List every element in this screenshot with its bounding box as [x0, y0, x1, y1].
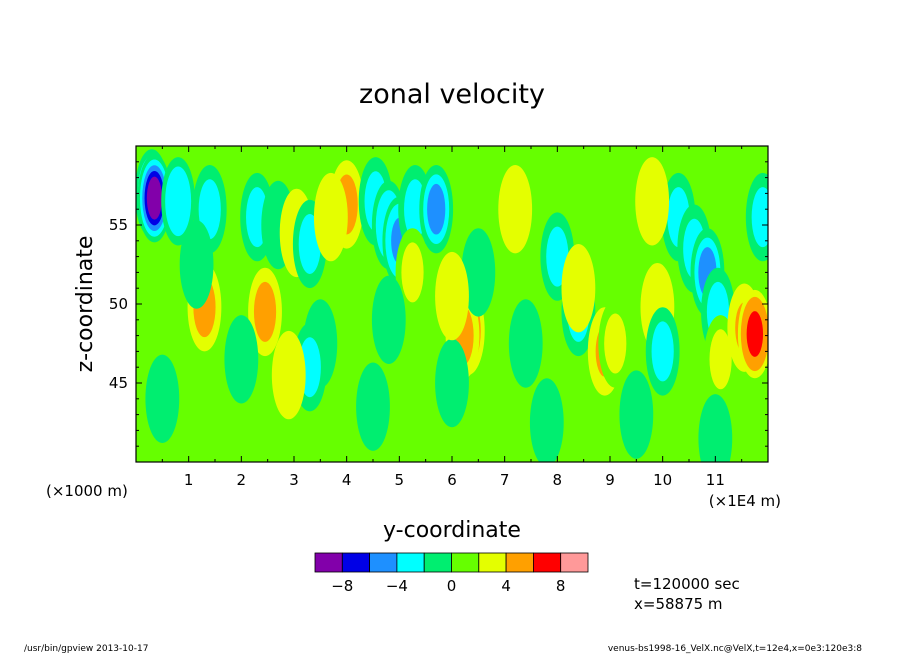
x-tick-label: 11 — [706, 471, 725, 489]
contour-band — [435, 251, 469, 341]
contour-feature — [224, 315, 259, 404]
contour-feature — [461, 228, 496, 317]
x-tick-label: 4 — [342, 471, 352, 489]
contour-feature — [529, 378, 564, 462]
time-annotation: t=120000 sec — [634, 575, 740, 593]
y-axis-label: z-coordinate — [73, 236, 98, 373]
contour-feature — [356, 362, 390, 451]
contour-fields — [136, 149, 768, 462]
contour-feature — [419, 165, 454, 254]
contour-band — [356, 362, 390, 451]
contour-band — [427, 183, 446, 235]
contour-band — [145, 354, 180, 443]
contour-feature — [161, 157, 196, 246]
contour-band — [751, 187, 768, 248]
colorbar-swatch — [314, 552, 343, 573]
contour-feature — [645, 307, 680, 396]
colorbar-labels: −8 −4 0 4 8 — [331, 577, 565, 595]
contour-band — [651, 321, 674, 382]
colorbar-label: −8 — [331, 577, 353, 595]
colorbar-swatch — [423, 552, 452, 573]
y-tick-label: 45 — [109, 374, 128, 392]
x-unit-left: (×1000 m) — [46, 482, 128, 500]
chart-title: zonal velocity — [359, 79, 545, 110]
contour-feature — [371, 275, 406, 364]
contour-band — [498, 165, 533, 254]
y-tick-label: 50 — [109, 295, 128, 313]
x-tick-label: 1 — [184, 471, 194, 489]
contour-band — [435, 338, 469, 428]
contour-band — [377, 289, 400, 350]
contour-band — [746, 311, 764, 357]
contour-feature — [598, 299, 633, 388]
colorbar-swatch — [341, 552, 370, 573]
contour-feature — [395, 228, 430, 317]
colorbar-swatch — [396, 552, 425, 573]
x-tick-label: 7 — [500, 471, 510, 489]
contour-band — [698, 394, 733, 462]
contour-band — [561, 244, 596, 333]
contour-band — [635, 157, 670, 246]
colorbar-label: 4 — [501, 577, 511, 595]
x-tick-label: 5 — [395, 471, 405, 489]
contour-feature — [745, 172, 768, 262]
y-tick-label: 55 — [109, 216, 128, 234]
contour-band — [198, 179, 221, 240]
contour-band — [529, 378, 564, 462]
contour-band — [461, 228, 496, 317]
contour-feature — [179, 220, 214, 309]
contour-band — [146, 176, 163, 220]
contour-band — [253, 281, 277, 342]
colorbar-swatch — [369, 552, 398, 573]
x-position-annotation: x=58875 m — [634, 595, 723, 613]
contour-band — [271, 330, 306, 420]
contour-feature — [271, 330, 306, 420]
contour-band — [619, 370, 654, 459]
y-axis-ticks: 45 50 55 — [109, 161, 768, 447]
contour-band — [709, 329, 732, 390]
contour-feature — [145, 354, 180, 443]
contour-feature — [561, 244, 596, 333]
footer-right: venus-bs1998-16_VelX.nc@VelX,t=12e4,x=0e… — [608, 644, 862, 654]
contour-band — [604, 313, 627, 374]
colorbar-label: 8 — [556, 577, 566, 595]
colorbar-swatch — [505, 552, 534, 573]
x-tick-label: 10 — [653, 471, 672, 489]
contour-feature — [635, 157, 670, 246]
x-axis-label: y-coordinate — [383, 518, 521, 543]
colorbar-label: −4 — [386, 577, 408, 595]
colorbar-swatch — [560, 552, 589, 573]
contour-feature — [248, 267, 282, 357]
footer-left: /usr/bin/gpview 2013-10-17 — [24, 644, 148, 654]
colorbar-swatch — [478, 552, 507, 573]
contour-band — [224, 315, 259, 404]
colorbar — [314, 552, 589, 573]
colorbar-swatch — [533, 552, 562, 573]
contour-band — [185, 234, 208, 295]
contour-band — [401, 242, 424, 303]
colorbar-label: 0 — [447, 577, 457, 595]
contour-band — [313, 172, 348, 262]
contour-feature — [313, 172, 348, 262]
x-tick-label: 8 — [553, 471, 563, 489]
contour-feature — [619, 370, 654, 459]
contour-band — [514, 313, 537, 374]
contour-feature — [508, 299, 543, 388]
contour-feature — [698, 394, 733, 462]
x-tick-label: 6 — [447, 471, 457, 489]
contour-feature — [737, 289, 768, 379]
contour-feature — [435, 338, 469, 428]
plot-area — [136, 146, 768, 462]
contour-feature — [435, 251, 469, 341]
x-axis-ticks: 1 2 3 4 5 6 7 8 9 10 11 — [161, 146, 743, 489]
x-tick-label: 3 — [289, 471, 299, 489]
colorbar-swatch — [451, 552, 480, 573]
x-tick-label: 2 — [237, 471, 247, 489]
x-tick-label: 9 — [605, 471, 615, 489]
contour-band — [169, 176, 188, 227]
x-unit-right: (×1E4 m) — [709, 492, 781, 510]
contour-feature — [498, 165, 533, 254]
